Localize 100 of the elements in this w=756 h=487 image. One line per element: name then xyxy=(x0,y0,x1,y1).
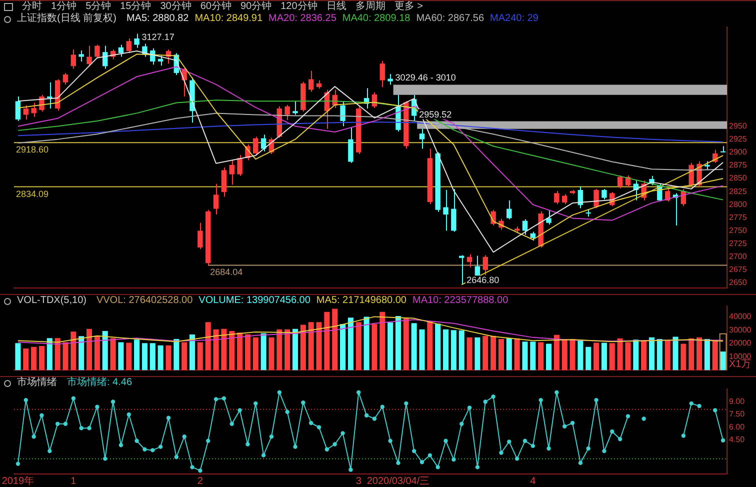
candlestick xyxy=(78,50,84,62)
candlestick xyxy=(443,189,448,232)
bar xyxy=(213,329,219,370)
text: MA40: 2809.18 xyxy=(342,13,410,25)
chart-title: 上证指数(日线 前复权) xyxy=(17,13,116,25)
bar xyxy=(340,324,346,370)
y-tick-label: 2650 xyxy=(729,278,748,288)
bar xyxy=(142,343,148,370)
candlestick xyxy=(70,48,76,70)
bar xyxy=(538,342,544,370)
bar xyxy=(458,330,464,370)
candlestick xyxy=(94,44,100,59)
candlestick xyxy=(198,222,203,250)
text: 2646.80 xyxy=(466,275,500,286)
bar xyxy=(205,322,211,370)
bar xyxy=(182,342,188,370)
candlestick xyxy=(562,194,568,205)
candlestick xyxy=(62,72,68,85)
bar xyxy=(672,336,678,370)
bar xyxy=(102,331,108,370)
bar xyxy=(490,336,496,370)
bar xyxy=(641,340,647,370)
bar xyxy=(316,322,322,370)
band-label: 2959.52 xyxy=(419,109,452,120)
candlestick xyxy=(47,82,52,109)
candlestick xyxy=(158,55,164,66)
y-tick-label: 2850 xyxy=(729,174,748,183)
bar xyxy=(403,318,409,370)
bar xyxy=(268,337,274,370)
y-tick-label: 20000 xyxy=(729,338,752,348)
bar xyxy=(31,346,37,370)
bar xyxy=(450,330,456,370)
series-label: 市场情绪: 4.46 xyxy=(67,377,132,389)
bar xyxy=(86,328,92,370)
y-tick-label: 2675 xyxy=(729,265,748,274)
bar xyxy=(126,342,132,370)
x-tick-label: 1 xyxy=(70,476,77,487)
bar xyxy=(150,343,156,370)
text: MA240: 29 xyxy=(490,13,538,25)
y-tick-label: 2950 xyxy=(729,121,748,130)
y-tick-label: 40000 xyxy=(729,312,752,321)
candlestick xyxy=(253,136,258,156)
candlestick xyxy=(284,104,290,120)
bar xyxy=(348,318,354,370)
bar xyxy=(625,342,631,370)
bar xyxy=(252,337,258,370)
ref-line-label: 2834.09 xyxy=(16,188,49,199)
candlestick xyxy=(15,96,21,122)
text: MA60: 2867.56 xyxy=(416,13,484,25)
x-tick-label: 2019年 xyxy=(2,474,34,487)
candlestick xyxy=(237,154,242,176)
text: VVOL: 276402528.00 xyxy=(96,295,193,307)
bar xyxy=(158,345,164,370)
x-tick-label: 4 xyxy=(530,476,536,487)
text: 3127.17 xyxy=(142,32,174,42)
candlestick xyxy=(466,254,472,268)
candlestick xyxy=(522,218,528,236)
bar xyxy=(356,322,362,370)
text: 1分钟 xyxy=(51,1,77,12)
text: 90分钟 xyxy=(240,1,272,13)
bar xyxy=(435,324,441,370)
candlestick xyxy=(388,74,393,86)
bar xyxy=(70,332,76,370)
bar xyxy=(609,343,615,370)
bar xyxy=(554,334,560,370)
bar xyxy=(719,333,727,370)
bar xyxy=(324,312,330,370)
text: 多周期 xyxy=(355,1,386,13)
bar xyxy=(118,342,124,370)
text: 日线 xyxy=(326,1,346,13)
x-tick-label: 2 xyxy=(197,476,204,487)
bar xyxy=(546,344,552,370)
y-tick-label: 2825 xyxy=(729,186,748,196)
y-tick-label: 2800 xyxy=(729,200,748,209)
bar xyxy=(419,329,425,370)
candlestick xyxy=(506,200,512,220)
bar xyxy=(656,339,662,370)
bar xyxy=(308,322,314,370)
bar xyxy=(578,340,584,370)
bar xyxy=(78,336,84,370)
text: 更多 > xyxy=(394,1,423,13)
bar xyxy=(260,333,266,370)
y-axis-title: X1万 xyxy=(729,358,752,370)
bar xyxy=(704,339,710,370)
text: MA10: 2849.91 xyxy=(194,13,263,25)
bar xyxy=(174,339,180,370)
ref-line-label: 2684.04 xyxy=(210,267,243,278)
bar xyxy=(442,329,449,370)
bar xyxy=(380,312,386,370)
bar xyxy=(38,346,44,370)
bar xyxy=(720,351,726,370)
bar xyxy=(388,322,394,370)
candlestick xyxy=(150,48,156,66)
candlestick xyxy=(419,128,425,150)
bar xyxy=(62,342,68,370)
bar xyxy=(633,340,639,370)
bar xyxy=(514,338,520,370)
bar xyxy=(276,329,282,370)
candlestick xyxy=(118,44,124,58)
bar xyxy=(482,336,488,370)
